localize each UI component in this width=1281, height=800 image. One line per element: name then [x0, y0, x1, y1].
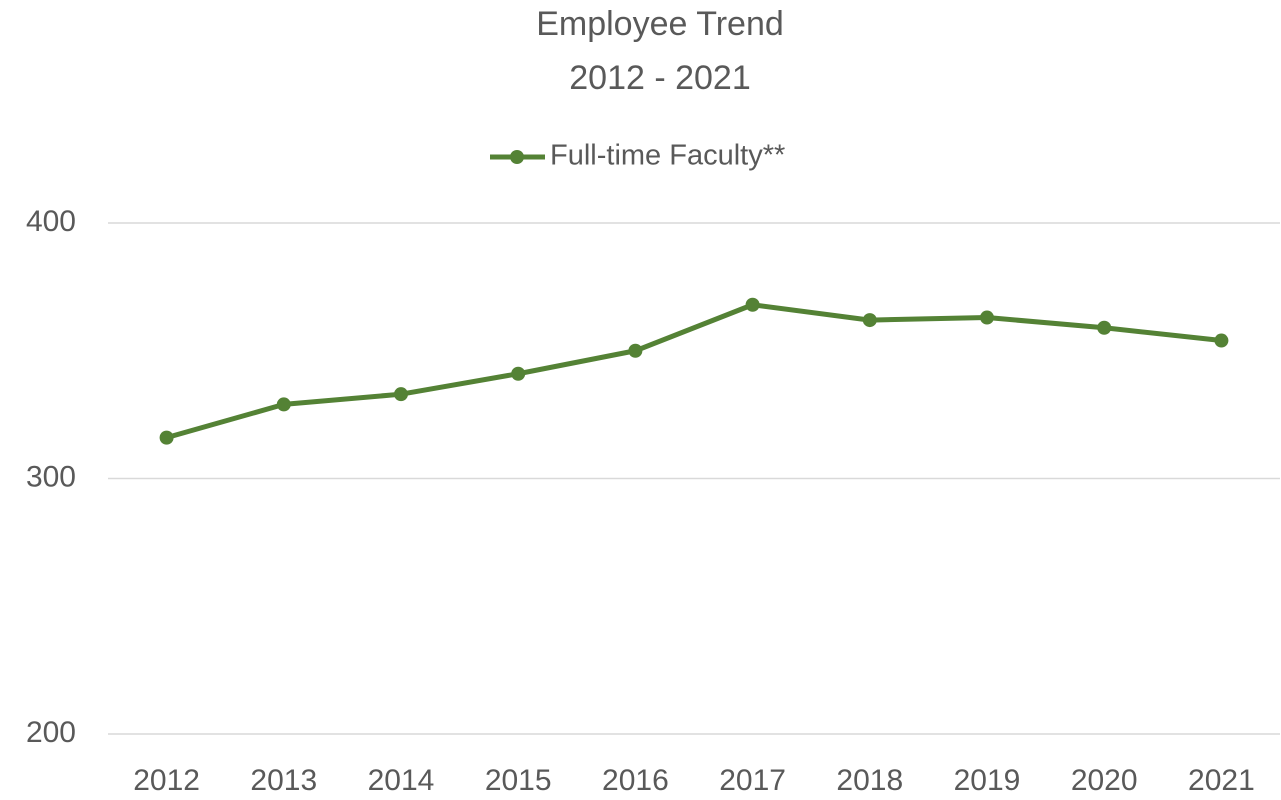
data-point — [862, 313, 877, 328]
x-tick-label: 2014 — [368, 764, 435, 797]
legend-label: Full-time Faculty** — [550, 140, 785, 172]
legend-marker — [510, 150, 524, 164]
chart-subtitle: 2012 - 2021 — [569, 59, 751, 97]
x-tick-label: 2016 — [602, 764, 669, 797]
data-point — [159, 430, 174, 445]
x-tick-label: 2018 — [836, 764, 903, 797]
x-tick-label: 2015 — [485, 764, 552, 797]
data-point — [394, 387, 408, 402]
y-tick-label: 200 — [26, 716, 76, 749]
data-point — [1097, 320, 1112, 335]
x-tick-label: 2021 — [1188, 764, 1255, 797]
line-series — [165, 302, 1222, 441]
y-tick-label: 400 — [26, 205, 76, 238]
data-point — [1214, 333, 1229, 348]
data-point — [628, 343, 643, 358]
data-point — [276, 397, 291, 412]
data-point — [745, 297, 760, 312]
x-tick-label: 2017 — [719, 764, 786, 797]
data-point — [511, 366, 526, 381]
x-tick-label: 2013 — [250, 764, 317, 797]
data-point — [980, 310, 994, 325]
x-tick-label: 2020 — [1071, 764, 1138, 797]
x-tick-label: 2019 — [954, 764, 1021, 797]
y-tick-label: 300 — [26, 460, 76, 493]
x-tick-label: 2012 — [133, 764, 200, 797]
chart-title: Employee Trend — [536, 5, 784, 43]
